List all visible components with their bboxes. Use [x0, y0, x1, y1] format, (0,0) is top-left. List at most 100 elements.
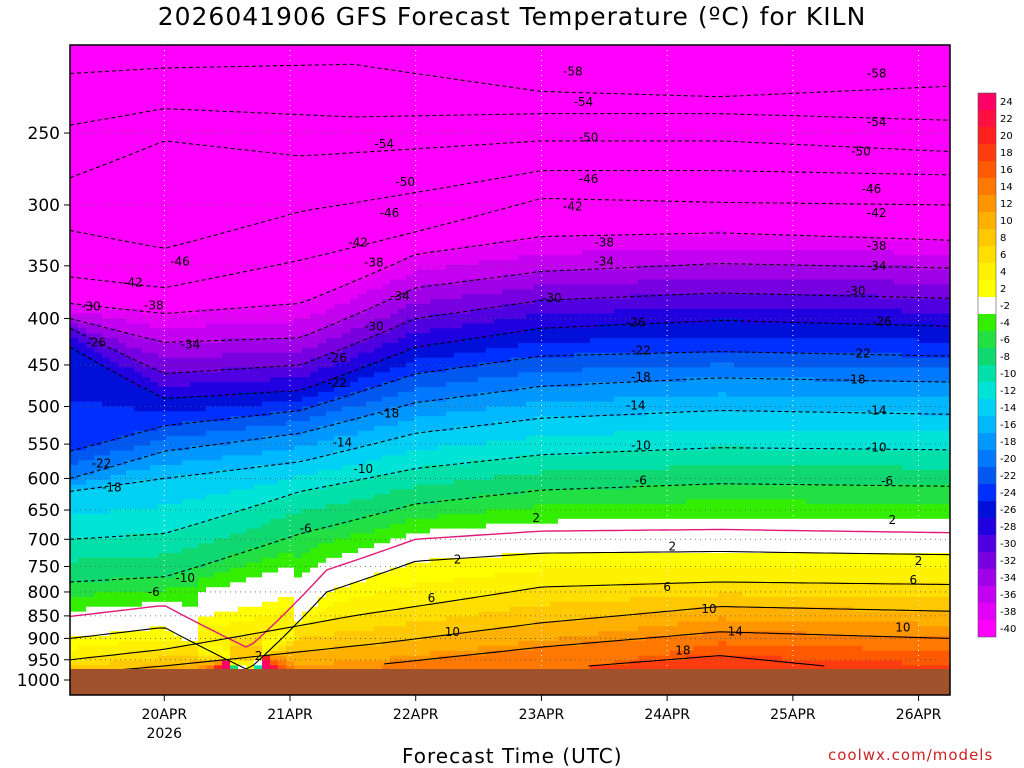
temperature-cell — [182, 455, 191, 461]
temperature-cell — [318, 230, 327, 237]
temperature-cell — [326, 572, 335, 579]
temperature-cell — [206, 259, 215, 266]
temperature-cell — [214, 69, 223, 75]
temperature-cell — [94, 279, 103, 285]
temperature-cell — [222, 269, 231, 276]
temperature-cell — [118, 611, 127, 618]
temperature-cell — [358, 553, 367, 559]
temperature-cell — [270, 103, 279, 110]
temperature-cell — [278, 289, 287, 295]
temperature-cell — [334, 587, 343, 593]
temperature-cell — [182, 543, 191, 549]
temperature-cell — [174, 323, 183, 329]
temperature-cell — [366, 621, 375, 627]
temperature-cell — [366, 440, 375, 447]
temperature-cell — [350, 98, 359, 105]
temperature-cell — [70, 382, 79, 388]
temperature-cell — [110, 98, 119, 105]
temperature-cell — [174, 235, 183, 241]
temperature-cell — [150, 362, 159, 368]
temperature-cell — [134, 401, 143, 408]
temperature-cell — [358, 616, 367, 622]
temperature-cell — [222, 469, 231, 476]
temperature-cell — [94, 499, 103, 505]
temperature-cell — [182, 616, 191, 622]
temperature-cell — [174, 128, 183, 134]
temperature-cell — [318, 518, 327, 525]
temperature-cell — [374, 206, 383, 212]
temperature-cell — [158, 548, 167, 554]
temperature-cell — [310, 279, 319, 285]
temperature-cell — [214, 259, 223, 266]
temperature-cell — [238, 328, 247, 334]
temperature-cell — [102, 357, 111, 364]
temperature-cell — [222, 201, 231, 207]
temperature-cell — [302, 489, 311, 495]
temperature-cell — [302, 118, 311, 124]
temperature-cell — [246, 474, 255, 481]
temperature-cell — [318, 382, 327, 388]
temperature-cell — [214, 303, 223, 310]
temperature-cell — [286, 318, 295, 325]
temperature-cell — [366, 313, 375, 320]
temperature-cell — [150, 430, 159, 437]
temperature-cell — [262, 621, 271, 627]
temperature-cell — [302, 167, 311, 173]
temperature-cell — [278, 660, 287, 666]
temperature-cell — [86, 557, 95, 564]
temperature-cell — [230, 123, 239, 129]
temperature-cell — [230, 264, 239, 271]
temperature-cell — [246, 303, 255, 310]
temperature-cell — [94, 54, 103, 61]
temperature-cell — [142, 489, 151, 495]
temperature-cell — [222, 513, 231, 520]
temperature-cell — [206, 504, 215, 510]
temperature-cell — [126, 518, 135, 525]
temperature-cell — [110, 440, 119, 447]
temperature-cell — [270, 137, 279, 144]
temperature-cell — [70, 240, 79, 246]
temperature-cell — [302, 528, 311, 535]
temperature-cell — [150, 64, 159, 71]
temperature-cell — [318, 118, 327, 124]
temperature-cell — [198, 513, 207, 520]
temperature-cell — [238, 386, 247, 393]
temperature-cell — [70, 460, 79, 466]
temperature-cell — [126, 596, 135, 603]
temperature-cell — [150, 421, 159, 427]
temperature-cell — [78, 538, 87, 544]
temperature-cell — [118, 294, 127, 300]
temperature-cell — [142, 655, 151, 662]
temperature-cell — [310, 382, 319, 388]
temperature-cell — [94, 172, 103, 178]
temperature-cell — [118, 338, 127, 344]
temperature-cell — [206, 440, 215, 447]
temperature-cell — [198, 640, 207, 647]
temperature-cell — [350, 548, 359, 554]
temperature-cell — [94, 88, 103, 95]
temperature-cell — [318, 626, 327, 632]
temperature-cell — [70, 636, 79, 642]
temperature-cell — [342, 611, 351, 618]
temperature-cell — [150, 98, 159, 105]
temperature-cell — [102, 391, 111, 398]
temperature-cell — [342, 225, 351, 232]
temperature-cell — [78, 88, 87, 95]
temperature-cell — [134, 313, 143, 320]
temperature-cell — [294, 513, 303, 520]
temperature-cell — [334, 469, 343, 476]
temperature-cell — [366, 342, 375, 349]
temperature-cell — [198, 245, 207, 251]
temperature-cell — [78, 445, 87, 452]
temperature-cell — [230, 528, 239, 535]
temperature-cell — [278, 377, 287, 383]
temperature-cell — [334, 318, 343, 325]
temperature-cell — [318, 528, 327, 535]
temperature-cell — [118, 518, 127, 525]
temperature-cell — [94, 289, 103, 295]
temperature-cell — [278, 69, 287, 75]
temperature-cell — [110, 391, 119, 398]
temperature-cell — [190, 269, 199, 276]
temperature-cell — [294, 465, 303, 471]
temperature-cell — [326, 469, 335, 476]
